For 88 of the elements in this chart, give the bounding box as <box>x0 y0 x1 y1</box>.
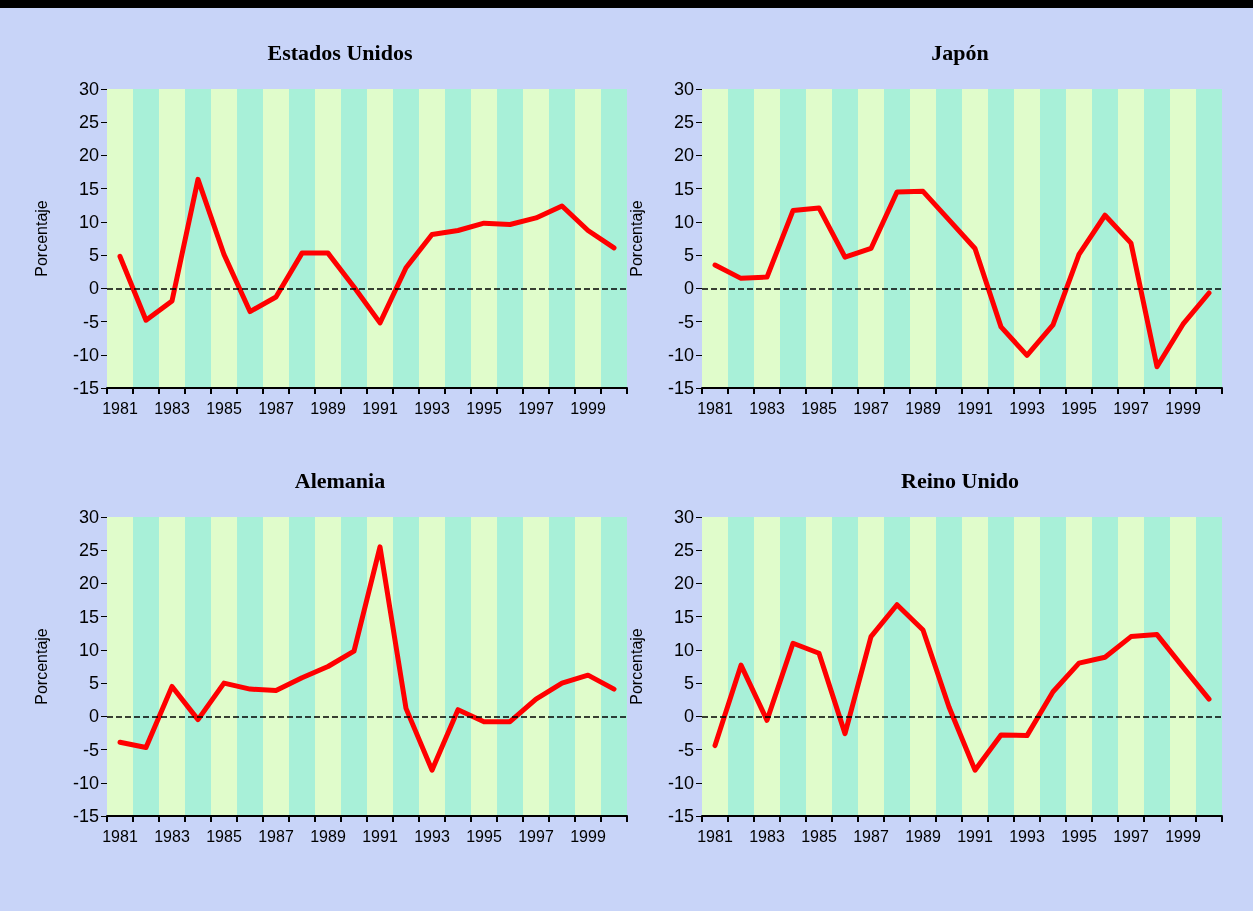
y-tick-label: 25 <box>673 540 694 561</box>
x-tick-label: 1985 <box>801 827 837 845</box>
y-tick-label: -5 <box>677 311 694 332</box>
x-tick-label: 1997 <box>518 399 554 417</box>
x-tick-label: 1989 <box>905 827 941 845</box>
x-tick-label: 1987 <box>258 399 294 417</box>
x-tick-label: 1995 <box>1061 399 1097 417</box>
y-tick-label: 30 <box>673 507 694 527</box>
y-tick-label: 15 <box>78 178 99 199</box>
x-tick-label: 1989 <box>310 399 346 417</box>
y-tick-label: -15 <box>667 806 694 826</box>
x-tick-label: 1999 <box>1165 399 1201 417</box>
x-tick-label: 1995 <box>466 399 502 417</box>
x-tick-label: 1989 <box>310 827 346 845</box>
x-tick-label: 1997 <box>518 827 554 845</box>
y-tick-label: 10 <box>78 211 99 232</box>
y-tick-label: -5 <box>82 739 99 760</box>
chart-title: Alemania <box>294 467 386 493</box>
y-tick-label: 25 <box>673 112 694 133</box>
x-tick-label: 1987 <box>853 827 889 845</box>
y-axis-title: Porcentaje <box>627 200 645 277</box>
y-tick-label: -10 <box>667 772 694 793</box>
y-tick-label: 0 <box>88 706 99 727</box>
x-tick-label: 1981 <box>697 827 733 845</box>
y-tick-label: 5 <box>88 673 99 694</box>
chart-title: Estados Unidos <box>267 39 413 65</box>
x-tick-label: 1993 <box>414 399 450 417</box>
x-tick-label: 1989 <box>905 399 941 417</box>
y-tick-label: -10 <box>72 772 99 793</box>
y-tick-label: -15 <box>72 378 99 398</box>
y-tick-label: 15 <box>673 606 694 627</box>
x-tick-label: 1997 <box>1113 827 1149 845</box>
chart-title: Reino Unido <box>901 467 1019 493</box>
y-axis-title: Porcentaje <box>627 628 645 705</box>
y-tick-label: 5 <box>88 245 99 266</box>
y-tick-label: 25 <box>78 540 99 561</box>
y-tick-label: 30 <box>78 507 99 527</box>
x-tick-label: 1995 <box>1061 827 1097 845</box>
y-tick-label: 10 <box>673 211 694 232</box>
x-tick-label: 1987 <box>853 399 889 417</box>
y-tick-label: 20 <box>673 573 694 594</box>
y-tick-label: 10 <box>78 639 99 660</box>
y-tick-label: 20 <box>673 145 694 166</box>
x-tick-label: 1999 <box>570 827 606 845</box>
x-tick-label: 1985 <box>206 399 242 417</box>
y-tick-label: 15 <box>78 606 99 627</box>
y-tick-label: 0 <box>683 278 694 299</box>
y-tick-label: 25 <box>78 112 99 133</box>
y-tick-label: 0 <box>88 278 99 299</box>
x-tick-label: 1993 <box>414 827 450 845</box>
x-tick-label: 1991 <box>362 827 398 845</box>
chart-title: Japón <box>931 39 989 65</box>
x-tick-label: 1985 <box>206 827 242 845</box>
y-tick-label: 20 <box>78 573 99 594</box>
x-tick-label: 1991 <box>957 399 993 417</box>
x-tick-label: 1997 <box>1113 399 1149 417</box>
x-tick-label: 1985 <box>801 399 837 417</box>
x-tick-label: 1981 <box>697 399 733 417</box>
y-tick-label: 5 <box>683 673 694 694</box>
y-tick-label: 30 <box>673 79 694 99</box>
x-tick-label: 1995 <box>466 827 502 845</box>
y-tick-label: -15 <box>667 378 694 398</box>
x-tick-label: 1983 <box>749 827 785 845</box>
x-tick-label: 1983 <box>154 399 190 417</box>
y-axis-title: Porcentaje <box>32 628 50 705</box>
y-tick-label: -15 <box>72 806 99 826</box>
x-tick-label: 1983 <box>154 827 190 845</box>
x-tick-label: 1991 <box>957 827 993 845</box>
y-tick-label: 30 <box>78 79 99 99</box>
y-tick-label: 5 <box>683 245 694 266</box>
y-tick-label: 0 <box>683 706 694 727</box>
x-tick-label: 1993 <box>1009 827 1045 845</box>
x-tick-label: 1983 <box>749 399 785 417</box>
x-tick-label: 1981 <box>102 399 138 417</box>
y-tick-label: -10 <box>72 344 99 365</box>
y-tick-label: 10 <box>673 639 694 660</box>
y-tick-label: -5 <box>82 311 99 332</box>
x-tick-label: 1981 <box>102 827 138 845</box>
y-tick-label: 15 <box>673 178 694 199</box>
x-tick-label: 1999 <box>1165 827 1201 845</box>
y-axis-title: Porcentaje <box>32 200 50 277</box>
x-tick-label: 1993 <box>1009 399 1045 417</box>
x-tick-label: 1987 <box>258 827 294 845</box>
y-tick-label: 20 <box>78 145 99 166</box>
y-tick-label: -10 <box>667 344 694 365</box>
x-tick-label: 1991 <box>362 399 398 417</box>
y-tick-label: -5 <box>677 739 694 760</box>
x-tick-label: 1999 <box>570 399 606 417</box>
